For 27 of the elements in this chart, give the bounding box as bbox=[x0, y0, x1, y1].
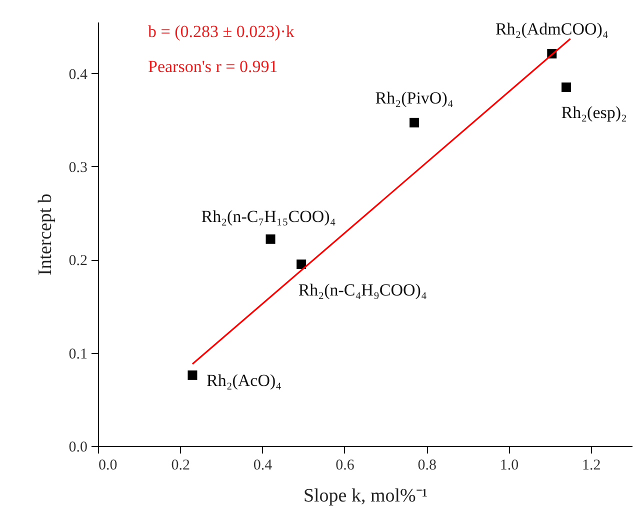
annotation: Rh₂(AdmCOO)₄ bbox=[495, 20, 608, 39]
annotation: Rh₂(PivO)₄ bbox=[375, 88, 454, 108]
x-tick-label: 1.0 bbox=[500, 458, 519, 474]
x-tick-label: 0.6 bbox=[336, 458, 355, 474]
x-tick-label: 0.0 bbox=[98, 458, 118, 474]
annotation: Rh₂(n-C₄H₉COO)₄ bbox=[298, 280, 427, 300]
point bbox=[188, 370, 198, 380]
point bbox=[562, 82, 572, 92]
point bbox=[410, 118, 420, 128]
y-tick-label: 0.3 bbox=[68, 160, 88, 176]
annotation: Rh₂(esp)₂ bbox=[561, 103, 627, 122]
y-tick-label: 0.4 bbox=[68, 66, 88, 83]
y-tick-label: 0.2 bbox=[68, 253, 88, 270]
annotation: Rh₂(AcO)₄ bbox=[206, 371, 282, 390]
annotation: Pearson's r = 0.991 bbox=[148, 57, 278, 76]
point bbox=[296, 260, 306, 270]
annotation: Rh₂(n-C₇H₁₅COO)₄ bbox=[201, 207, 336, 226]
x-tick-label: 0.2 bbox=[171, 458, 190, 474]
y-tick-label: 0.0 bbox=[68, 440, 88, 456]
x-tick-label: 0.8 bbox=[418, 458, 436, 474]
x-axis-title: Slope k, mol%⁻¹ bbox=[303, 486, 428, 506]
y-axis-title: Intercept b bbox=[34, 194, 56, 276]
annotation: b = (0.283 ± 0.023)·k bbox=[148, 22, 295, 41]
y-tick-label: 0.1 bbox=[68, 346, 88, 362]
point bbox=[266, 234, 276, 244]
x-tick-label: 0.4 bbox=[253, 458, 273, 474]
x-tick-label: 1.2 bbox=[582, 458, 601, 474]
